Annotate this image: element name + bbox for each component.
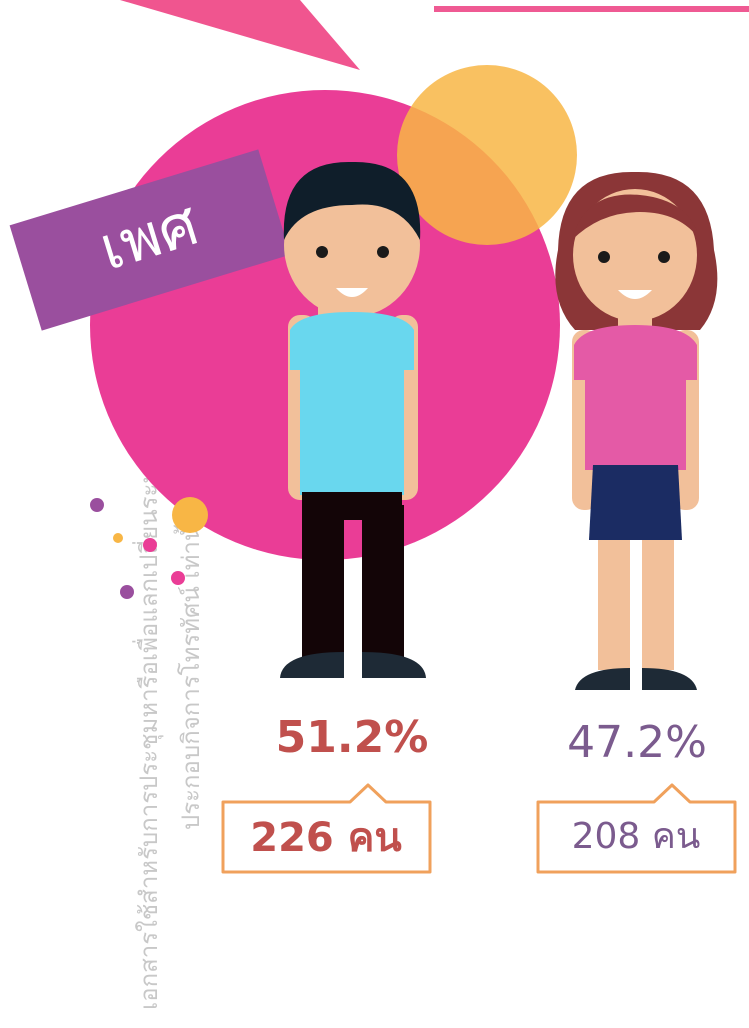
dot — [143, 538, 157, 552]
dot — [113, 533, 123, 543]
watermark-line: ประกอบกิจการโทรทัศน์ เท่านั้น — [173, 508, 205, 830]
percent-label: 51.2% — [276, 712, 429, 763]
page: เอกสารใช้สำหรับการประชุมหารือเพื่อแลกเปล… — [0, 0, 749, 1024]
count-label: 226 คน — [250, 815, 402, 861]
dot — [120, 585, 134, 599]
top-line — [434, 6, 749, 12]
dot — [172, 497, 208, 533]
woman-figure — [555, 172, 717, 690]
triangle-decoration — [120, 0, 360, 70]
dot — [90, 498, 104, 512]
man-figure — [280, 162, 426, 678]
infographic: เอกสารใช้สำหรับการประชุมหารือเพื่อแลกเปล… — [0, 0, 749, 1024]
count-label: 208 คน — [572, 816, 701, 857]
dot — [171, 571, 185, 585]
percent-label: 47.2% — [567, 717, 707, 768]
orange-circle — [397, 65, 577, 245]
